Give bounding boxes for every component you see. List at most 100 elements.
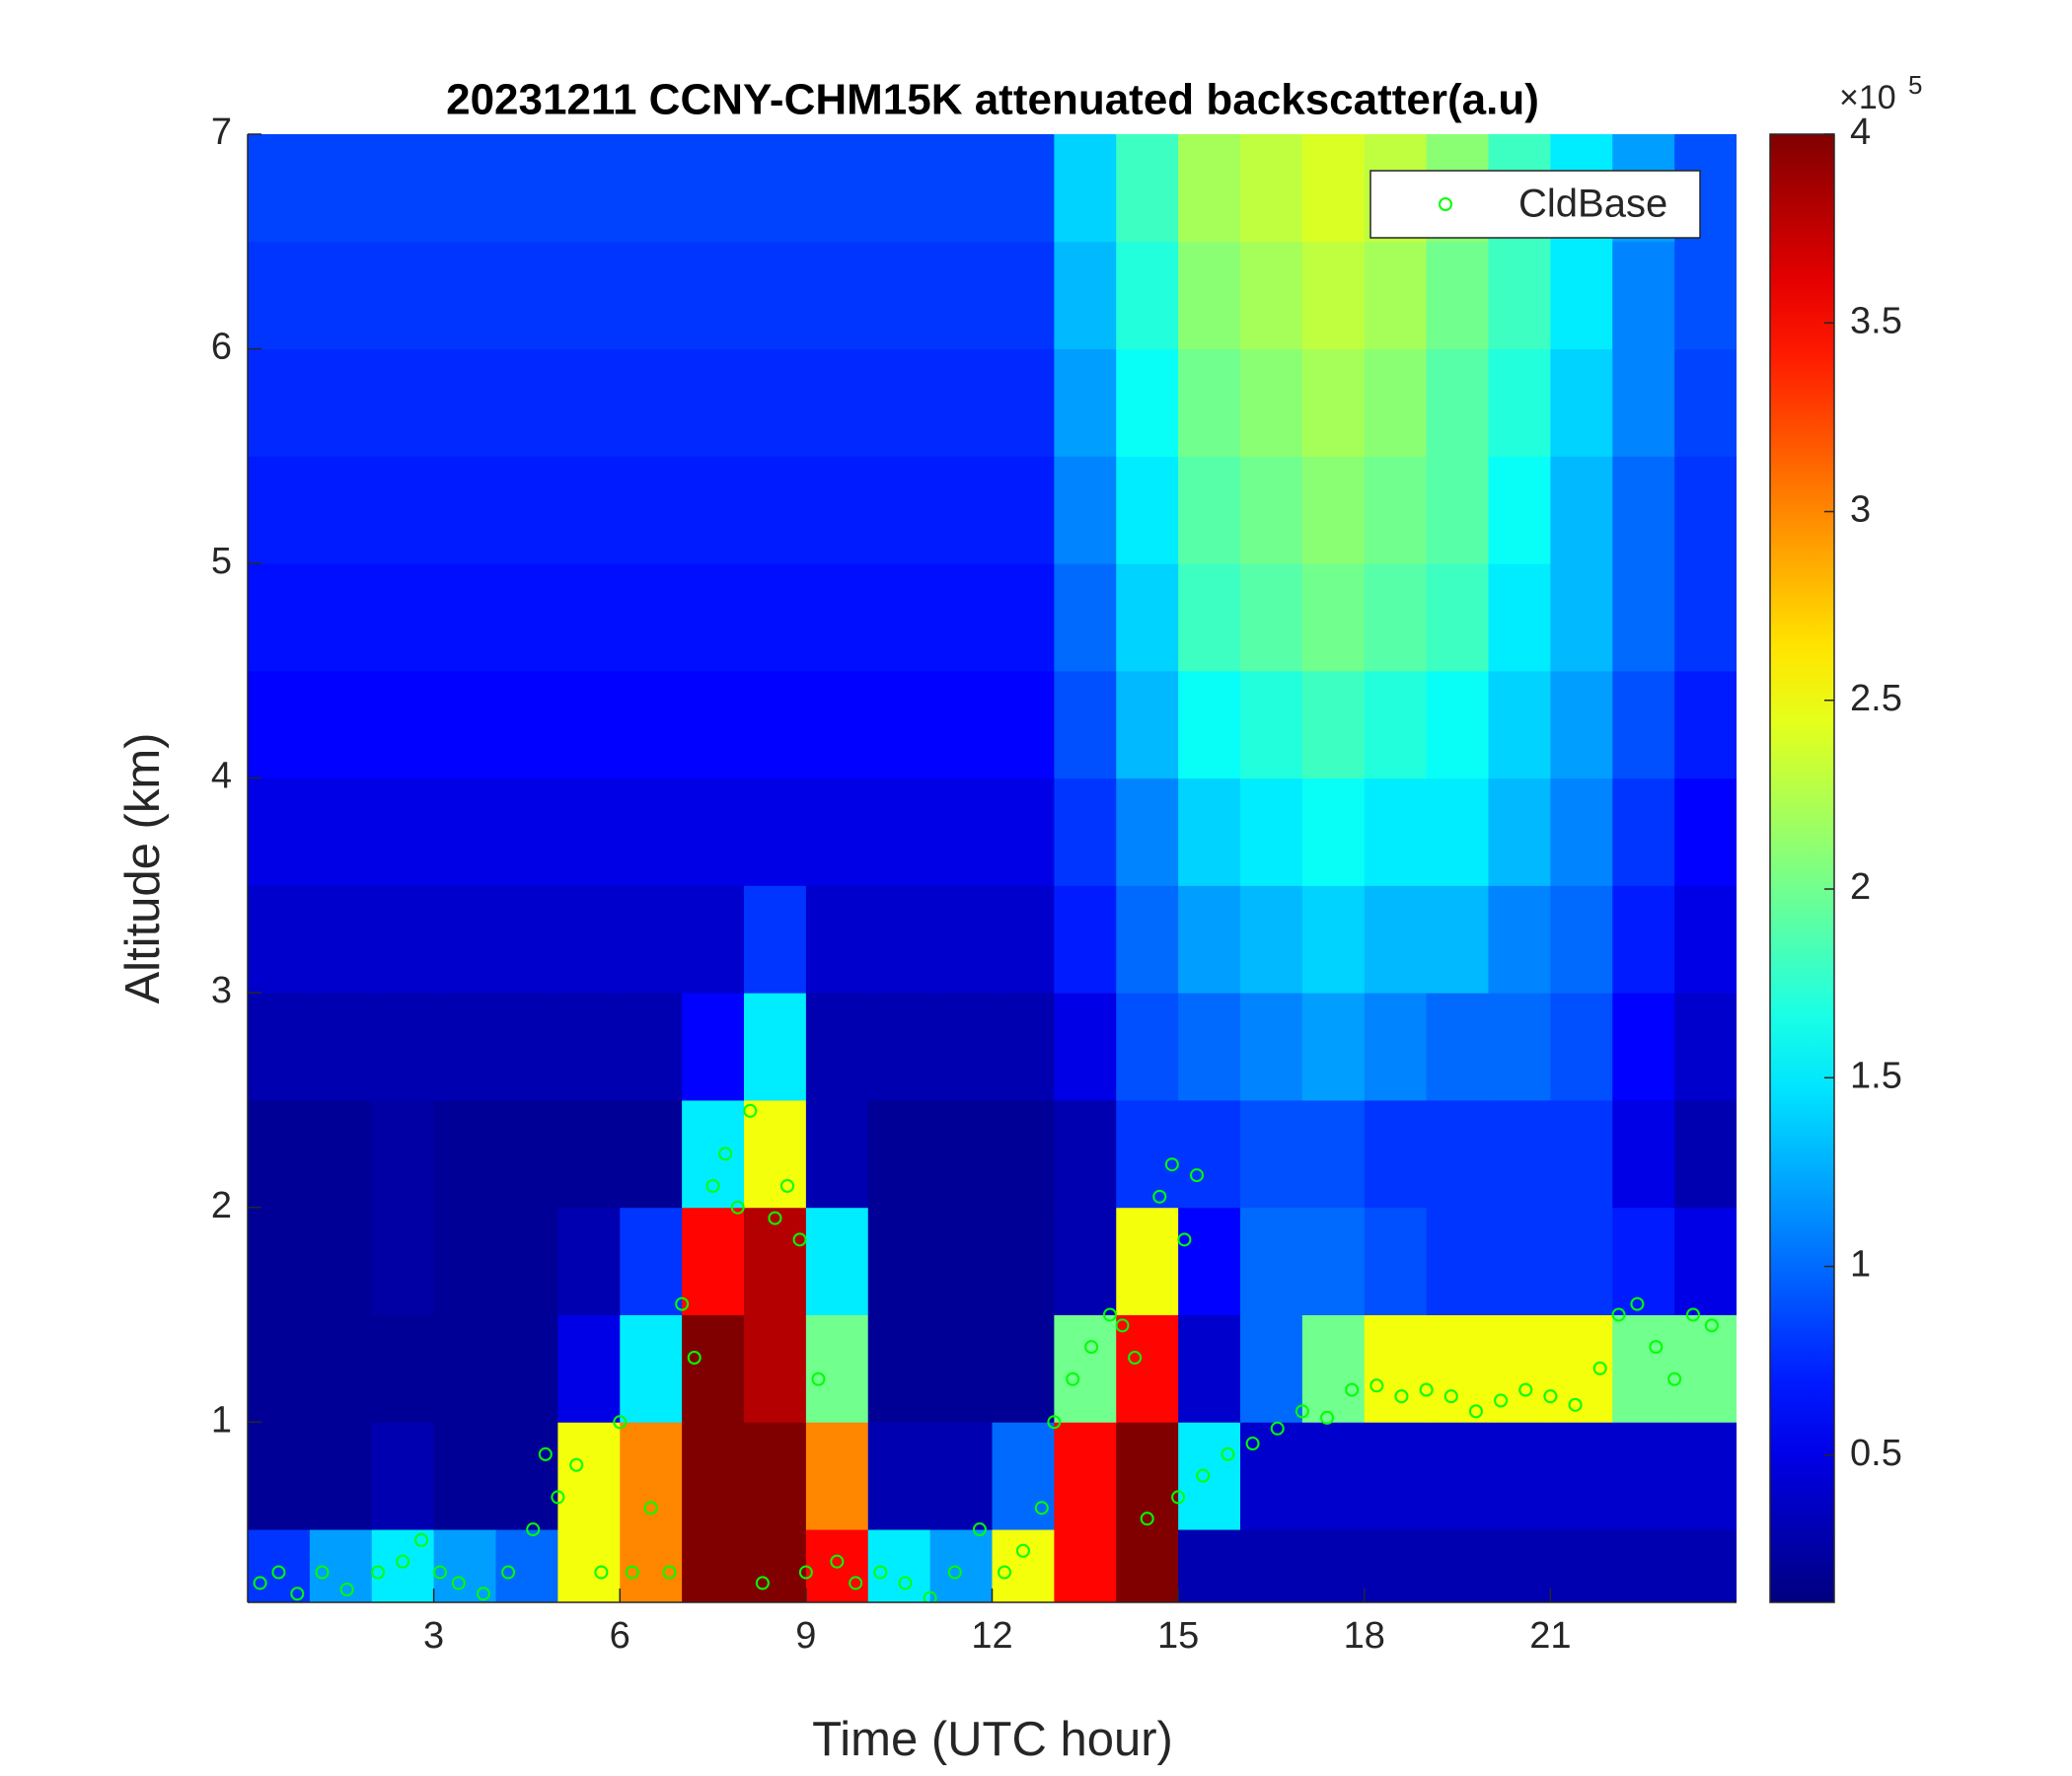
heatmap-cell [805, 1207, 869, 1315]
heatmap-cell [1178, 885, 1241, 994]
cloud-base-marker [569, 1457, 584, 1472]
cloud-base-marker [1543, 1389, 1558, 1404]
heatmap-cell [1612, 1207, 1675, 1315]
cloud-base-marker [792, 1232, 807, 1247]
heatmap-cell [1240, 1099, 1303, 1209]
heatmap-cell [992, 348, 1055, 457]
heatmap-cell [433, 885, 496, 994]
heatmap-cell [557, 1207, 621, 1315]
heatmap-cell [1054, 1099, 1117, 1209]
cloud-base-marker [1164, 1157, 1179, 1172]
chart-title: 20231211 CCNY-CHM15K attenuated backscat… [446, 76, 1539, 124]
colorbar-multiplier: ×10 [1839, 79, 1896, 116]
cloud-base-marker [253, 1576, 267, 1591]
heatmap-cell [805, 456, 869, 564]
heatmap-cell [248, 670, 311, 779]
heatmap-cell [1674, 885, 1737, 994]
heatmap-cell [495, 456, 558, 564]
heatmap-cell [867, 348, 931, 457]
cloud-base-marker [625, 1565, 639, 1580]
heatmap-cell [1488, 670, 1551, 779]
heatmap-cell [1178, 456, 1241, 564]
heatmap-cell [1550, 348, 1613, 457]
heatmap-cell [1612, 1314, 1675, 1423]
heatmap-cell [867, 670, 931, 779]
colorbar-tick-label: 3 [1850, 489, 1871, 531]
cloud-base-marker [780, 1178, 795, 1193]
cloud-base-marker [1518, 1382, 1533, 1397]
heatmap-cell [1426, 777, 1489, 886]
cloud-base-marker [526, 1522, 541, 1537]
heatmap-cell [805, 134, 869, 243]
heatmap-cell [248, 348, 311, 457]
heatmap-cell [309, 348, 373, 457]
heatmap-cell [1488, 1529, 1551, 1602]
heatmap-cell [248, 1422, 311, 1530]
heatmap-cell [1364, 670, 1428, 779]
heatmap-cell [1116, 1099, 1179, 1209]
cloud-base-marker [811, 1371, 826, 1386]
heatmap-cell [929, 993, 993, 1101]
cloud-base-marker [923, 1591, 937, 1602]
heatmap-cell [620, 885, 683, 994]
heatmap-cell [371, 134, 435, 243]
heatmap-cell [1488, 1207, 1551, 1315]
heatmap-cell [371, 1422, 435, 1530]
cloud-base-marker [551, 1490, 565, 1505]
heatmap-cell [433, 993, 496, 1101]
heatmap-cell [309, 456, 373, 564]
cloud-base-marker [768, 1211, 782, 1225]
heatmap-cell [1426, 1422, 1489, 1530]
y-tick-label: 4 [211, 756, 232, 797]
cloud-base-marker [662, 1565, 677, 1580]
heatmap-cell [682, 348, 745, 457]
heatmap-cell [1612, 1099, 1675, 1209]
heatmap-cell [1674, 563, 1737, 672]
heatmap-cell [495, 885, 558, 994]
heatmap-cell [1301, 1099, 1366, 1209]
heatmap-cell [867, 241, 931, 350]
heatmap-cell [1364, 885, 1428, 994]
y-tick-label: 7 [211, 111, 232, 153]
cloud-base-marker [755, 1576, 770, 1591]
heatmap-cell [1488, 241, 1551, 350]
heatmap-cell [1488, 1314, 1551, 1423]
heatmap-cell [744, 456, 807, 564]
heatmap-cell [1116, 134, 1179, 243]
heatmap-cell [929, 1207, 993, 1315]
cloud-base-marker [1649, 1340, 1664, 1355]
heatmap-cell [1426, 241, 1489, 350]
cloud-base-marker [414, 1532, 429, 1547]
heatmap-cell [1550, 1099, 1613, 1209]
heatmap-cell [992, 241, 1055, 350]
colorbar-tick-label: 1.5 [1850, 1055, 1902, 1096]
heatmap-cell [805, 1099, 869, 1209]
heatmap-cell [1488, 456, 1551, 564]
heatmap-cell [557, 348, 621, 457]
heatmap-cell [557, 563, 621, 672]
heatmap-cell [1674, 1422, 1737, 1530]
cloud-base-marker [1630, 1296, 1645, 1311]
heatmap-cell [309, 670, 373, 779]
heatmap-cell [433, 1099, 496, 1209]
heatmap-cell [1178, 1314, 1241, 1423]
heatmap-cell [1364, 241, 1428, 350]
heatmap-cell [1240, 885, 1303, 994]
heatmap-cell [620, 241, 683, 350]
heatmap-cell [620, 563, 683, 672]
heatmap-cell [744, 1207, 807, 1315]
cloud-base-marker [1394, 1389, 1409, 1404]
heatmap-cell [371, 993, 435, 1101]
heatmap-cell [1240, 241, 1303, 350]
cloud-base-marker [613, 1415, 628, 1430]
heatmap-cell [309, 1314, 373, 1423]
heatmap-cell [1240, 1529, 1303, 1602]
heatmap-cell [1178, 670, 1241, 779]
heatmap-cell [992, 1099, 1055, 1209]
x-tick-label: 6 [610, 1615, 630, 1657]
heatmap-cell [682, 670, 745, 779]
heatmap-cell [805, 670, 869, 779]
heatmap-cell [1426, 1099, 1489, 1209]
plot-area [248, 134, 1737, 1602]
heatmap-cell [1301, 1207, 1366, 1315]
